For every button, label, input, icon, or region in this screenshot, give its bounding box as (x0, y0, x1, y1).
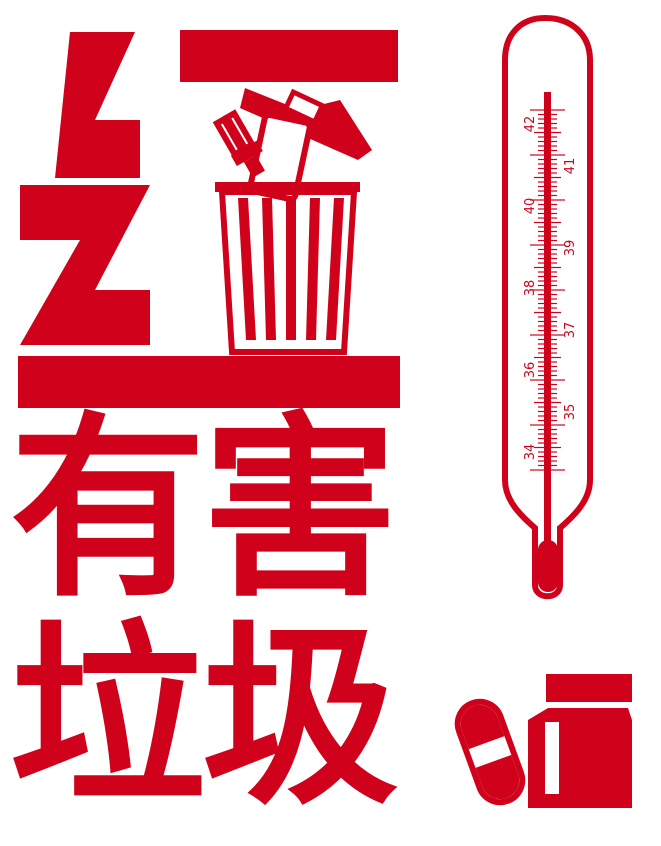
headline-line3: 垃圾 (10, 604, 398, 832)
thermometer-scale-label: 36 (523, 362, 538, 379)
thermometer-scale-label: 40 (523, 198, 538, 215)
thermometer-scale-label: 39 (563, 240, 578, 257)
thermometer-scale-label: 42 (523, 116, 538, 133)
thermometer-scale-label: 35 (563, 404, 578, 421)
thermometer-scale-label: 38 (523, 280, 538, 297)
thermometer-scale-label: 41 (563, 158, 578, 175)
thermometer-scale-label: 34 (523, 444, 538, 461)
headline-line2: 有害 (10, 396, 398, 624)
thermometer-scale-label: 37 (563, 322, 578, 339)
